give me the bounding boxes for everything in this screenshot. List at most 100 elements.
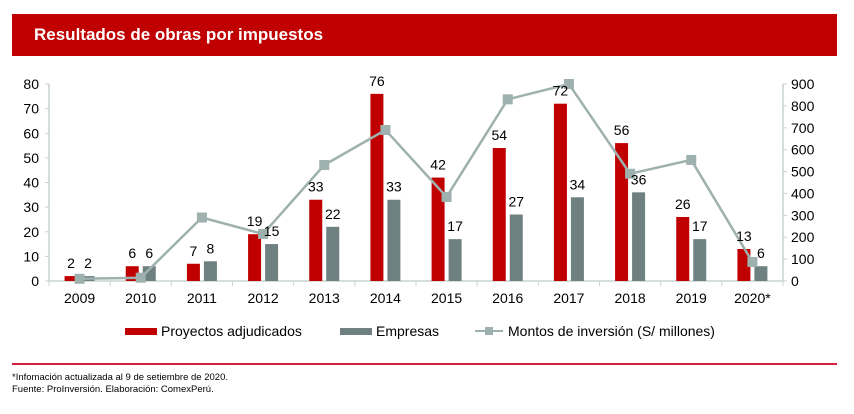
y-right-tick-label: 0: [791, 273, 799, 289]
bar-proyectos: [64, 276, 78, 281]
marker-montos: [258, 228, 269, 239]
data-label-proyectos: 19: [247, 213, 263, 229]
x-tick-label: 2013: [309, 290, 340, 306]
y-right-tick-label: 900: [791, 76, 815, 92]
y-left-tick-label: 20: [23, 224, 39, 240]
marker-montos: [380, 124, 391, 135]
bar-empresas: [326, 226, 340, 281]
legend-label-proyectos: Proyectos adjudicados: [161, 323, 302, 339]
data-label-proyectos: 7: [190, 243, 198, 259]
data-label-empresas: 15: [264, 223, 280, 239]
y-left-tick-label: 50: [23, 150, 39, 166]
data-label-proyectos: 13: [736, 228, 752, 244]
marker-montos: [625, 168, 636, 179]
data-label-proyectos: 56: [614, 122, 630, 138]
bar-empresas: [265, 244, 279, 281]
bar-empresas: [387, 199, 401, 281]
marker-montos: [196, 212, 207, 223]
legend-label-montos: Montos de inversión (S/ millones): [508, 323, 715, 339]
y-right-tick-label: 200: [791, 229, 815, 245]
data-label-proyectos: 2: [67, 255, 75, 271]
data-label-empresas: 8: [207, 240, 215, 256]
x-tick-label: 2017: [553, 290, 584, 306]
bar-proyectos: [370, 93, 384, 281]
marker-montos: [74, 273, 85, 284]
legend-swatch-montos: [475, 326, 503, 336]
legend-label-empresas: Empresas: [376, 323, 440, 339]
bar-empresas: [754, 266, 768, 281]
marker-montos: [563, 79, 574, 89]
legend-item-empresas[interactable]: Empresas: [340, 323, 439, 339]
data-label-proyectos: 26: [675, 196, 691, 212]
data-label-empresas: 17: [447, 218, 463, 234]
x-tick-label: 2016: [492, 290, 523, 306]
legend: Proyectos adjudicados Empresas Montos de…: [0, 323, 854, 343]
marker-montos: [319, 159, 330, 170]
bar-empresas: [509, 214, 523, 281]
y-right-tick-label: 100: [791, 251, 815, 267]
data-label-empresas: 34: [570, 176, 586, 192]
chart-title: Resultados de obras por impuestos: [34, 25, 324, 44]
data-label-empresas: 33: [386, 179, 402, 195]
title-banner: Resultados de obras por impuestos: [12, 14, 837, 56]
data-label-proyectos: 33: [308, 179, 324, 195]
bar-empresas: [632, 192, 646, 281]
y-right-tick-label: 300: [791, 207, 815, 223]
x-tick-label: 2015: [431, 290, 462, 306]
marker-montos: [686, 154, 697, 165]
marker-montos: [502, 94, 513, 105]
data-label-proyectos: 72: [553, 83, 569, 99]
y-left-tick-label: 40: [23, 175, 39, 191]
bar-proyectos: [553, 103, 567, 281]
x-tick-label: 2012: [248, 290, 279, 306]
y-right-tick-label: 600: [791, 142, 815, 158]
y-right-tick-label: 800: [791, 98, 815, 114]
y-left-tick-label: 80: [23, 76, 39, 92]
data-label-empresas: 36: [631, 171, 647, 187]
legend-item-proyectos[interactable]: Proyectos adjudicados: [125, 323, 302, 339]
x-tick-label: 2010: [125, 290, 156, 306]
data-label-proyectos: 54: [491, 127, 507, 143]
bar-empresas: [693, 239, 707, 281]
data-label-empresas: 6: [757, 245, 765, 261]
x-tick-label: 2011: [187, 290, 217, 306]
y-right-tick-label: 700: [791, 120, 815, 136]
data-label-proyectos: 42: [430, 157, 446, 173]
data-label-proyectos: 76: [369, 73, 385, 89]
x-tick-label: 2019: [676, 290, 707, 306]
data-label-proyectos: 6: [128, 245, 136, 261]
data-label-empresas: 22: [325, 206, 341, 222]
bar-proyectos: [248, 234, 262, 281]
bar-empresas: [570, 197, 584, 281]
x-tick-label: 2014: [370, 290, 401, 306]
x-tick-label: 2018: [615, 290, 646, 306]
marker-montos: [441, 191, 452, 202]
y-left-tick-label: 30: [23, 199, 39, 215]
bar-proyectos: [431, 177, 445, 281]
y-right-tick-label: 400: [791, 185, 815, 201]
bar-proyectos: [676, 216, 690, 281]
y-left-tick-label: 60: [23, 125, 39, 141]
bar-proyectos: [615, 143, 629, 281]
bar-empresas: [142, 266, 156, 281]
legend-swatch-proyectos: [125, 327, 157, 335]
x-tick-label: 2020*: [734, 290, 771, 306]
data-label-empresas: 27: [508, 194, 524, 210]
bar-empresas: [448, 239, 462, 281]
y-right-tick-label: 500: [791, 164, 815, 180]
line-montos: [79, 82, 754, 281]
data-label-empresas: 2: [84, 255, 92, 271]
bar-empresas: [203, 261, 217, 281]
footnote-source: Fuente: ProInversión. Elaboración: Comex…: [12, 384, 214, 395]
y-left-tick-label: 0: [31, 273, 39, 289]
legend-swatch-empresas: [340, 327, 372, 335]
bar-proyectos: [737, 248, 751, 281]
marker-montos: [135, 272, 146, 283]
data-label-empresas: 17: [692, 218, 708, 234]
y-left-tick-label: 70: [23, 101, 39, 117]
data-label-empresas: 6: [145, 245, 153, 261]
y-left-tick-label: 10: [23, 248, 39, 264]
footer-separator: [12, 363, 837, 365]
footnote-update: *Infomación actualizada al 9 de setiembr…: [12, 372, 228, 383]
legend-item-montos[interactable]: Montos de inversión (S/ millones): [475, 323, 715, 339]
